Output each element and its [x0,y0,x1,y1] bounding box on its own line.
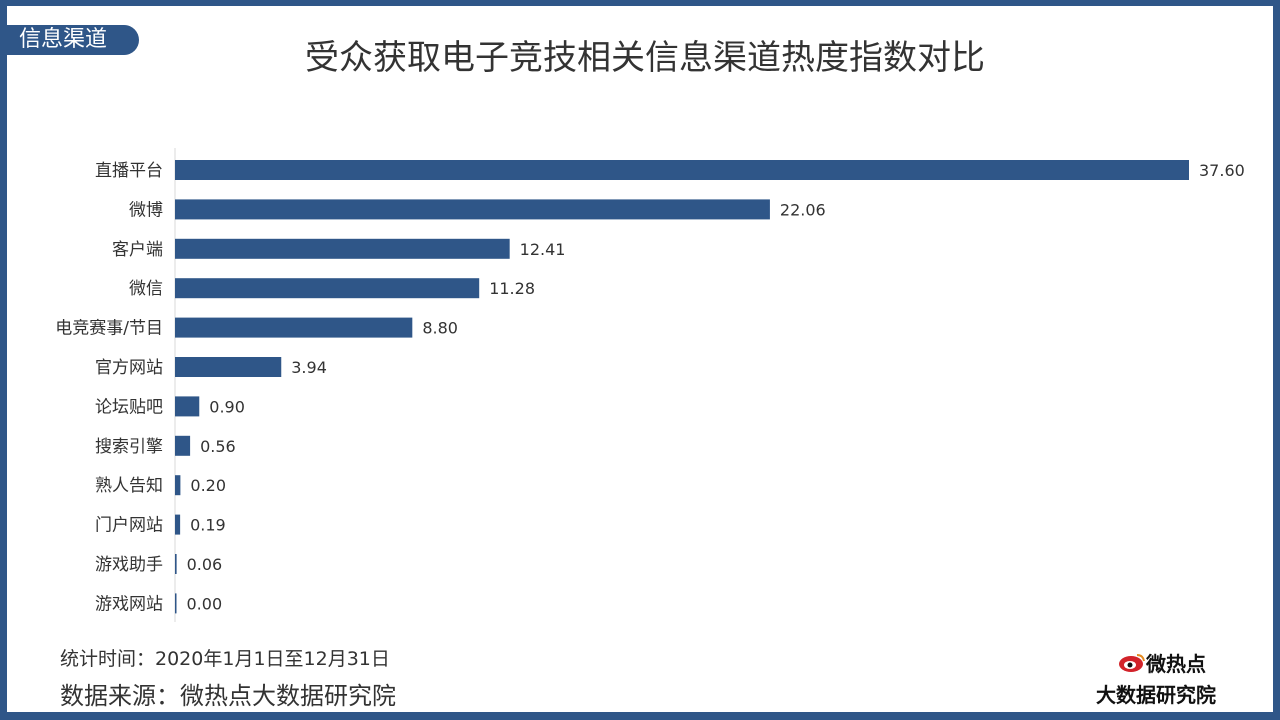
bar [175,357,282,377]
category-label: 官方网站 [95,358,163,378]
logo-name: 微热点 [1146,652,1206,676]
value-label: 0.06 [187,555,223,574]
value-label: 0.90 [209,397,245,416]
value-label: 3.94 [291,358,327,377]
category-label: 熟人告知 [95,475,163,496]
category-label: 微信 [129,279,163,299]
logo-subtitle: 大数据研究院 [1096,683,1216,707]
category-label: 搜索引擎 [95,437,163,457]
category-label: 门户网站 [95,516,163,536]
weibo-eye-icon [1119,653,1145,672]
stat-period: 统计时间：2020年1月1日至12月31日 [60,648,390,670]
bar [175,554,177,574]
brand-logo: 微热点 大数据研究院 [1096,648,1236,707]
bar [175,317,413,338]
category-label: 电竞赛事/节目 [55,318,163,339]
category-label: 客户端 [112,240,163,260]
bar [175,475,181,496]
value-label: 8.80 [422,319,458,338]
chart-title: 受众获取电子竞技相关信息渠道热度指数对比 [305,38,985,78]
value-label: 0.56 [200,437,236,456]
bar [175,435,191,456]
bar [175,278,480,299]
category-label: 论坛贴吧 [95,397,163,417]
bar [175,238,510,259]
category-label: 微博 [129,200,163,220]
bar-chart: 直播平台 37.60 微博 22.06 客户端 12.41 微信 11.28 电竞赛事/节目 8.… [55,148,1245,622]
category-label: 游戏助手 [95,555,163,575]
bar [175,593,177,614]
bar [175,514,181,535]
value-label: 0.20 [190,476,226,495]
data-source: 数据来源：微热点大数据研究院 [60,682,396,710]
value-label: 12.41 [520,240,566,259]
value-label: 0.19 [190,516,226,535]
bar [175,199,770,220]
value-label: 37.60 [1199,161,1245,180]
bar [175,396,200,417]
value-label: 11.28 [489,279,535,298]
category-label: 游戏网站 [95,594,163,614]
bar [175,160,1189,180]
value-label: 0.00 [187,594,223,613]
section-tag: 信息渠道 [7,25,139,55]
category-label: 直播平台 [95,161,163,181]
value-label: 22.06 [780,200,826,219]
